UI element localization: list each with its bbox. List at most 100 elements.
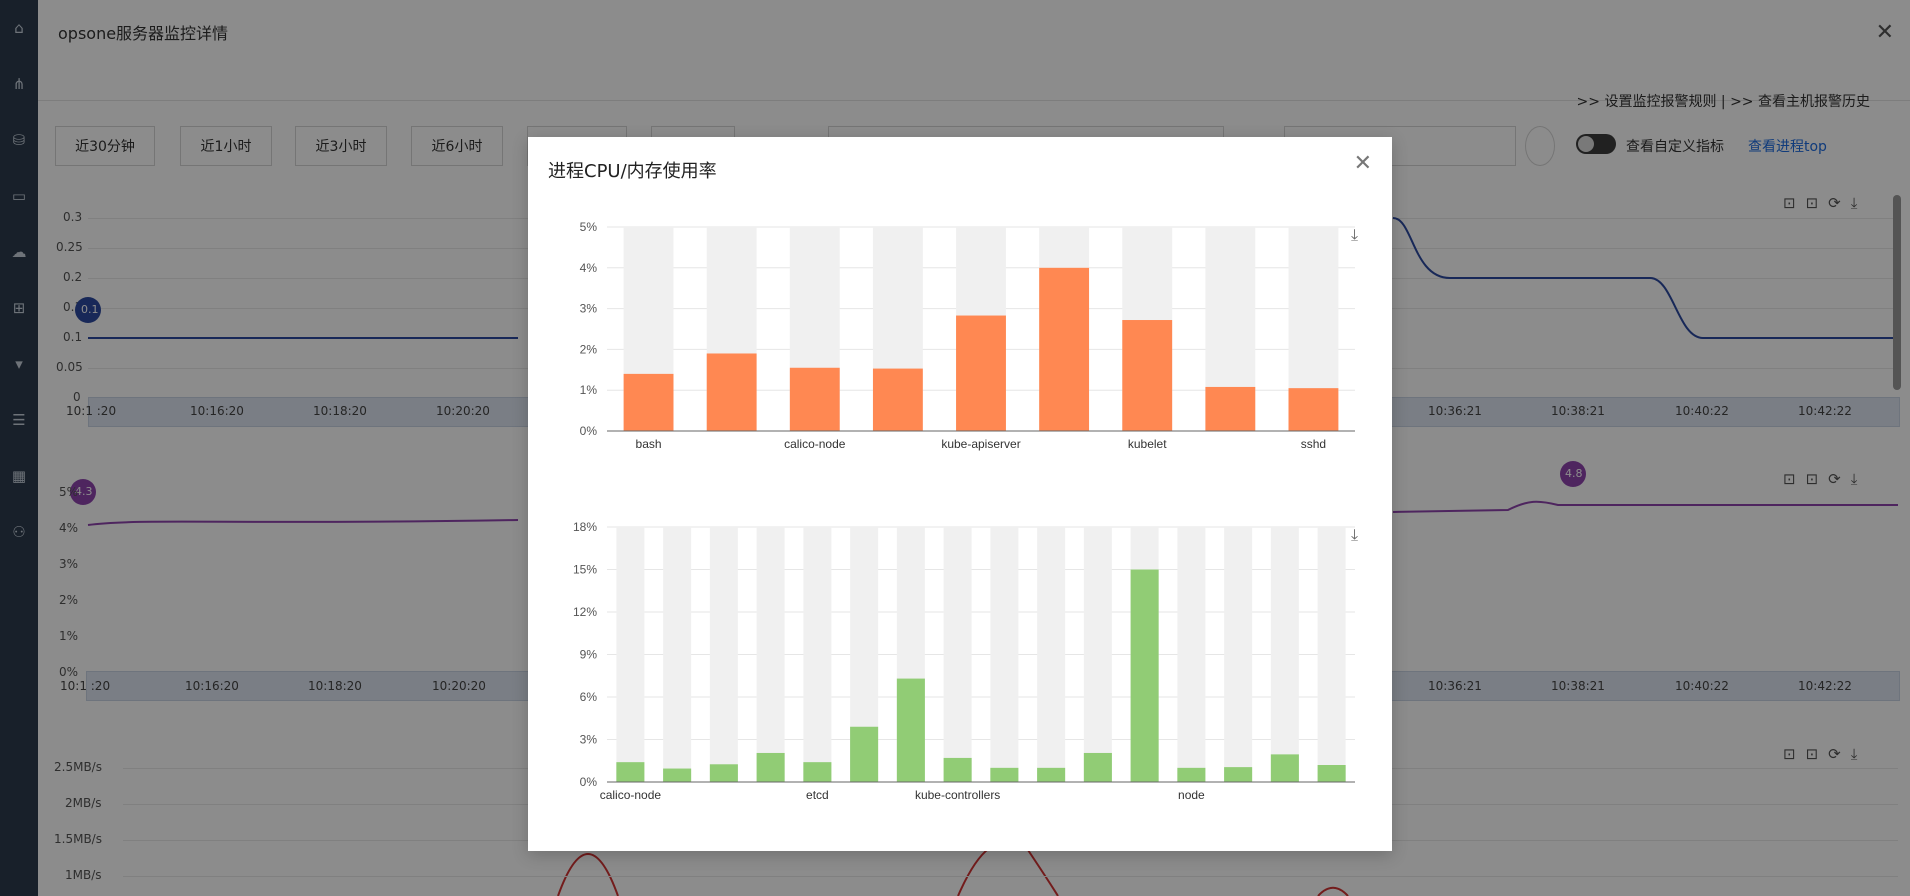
edit-icon[interactable] [1525, 126, 1555, 166]
mem-bar [1177, 767, 1206, 782]
chart3-ytick: 1MB/s [65, 868, 102, 882]
cpu-bar [623, 373, 674, 431]
page-close-icon[interactable]: ✕ [1875, 20, 1894, 45]
chart3-line-c [1317, 886, 1349, 896]
monitor-icon[interactable]: ▭ [11, 187, 27, 205]
chart3-line-a [557, 853, 619, 896]
mem-bar [709, 764, 738, 782]
cpu-xtick: bash [636, 437, 662, 451]
mem-bar [1130, 569, 1159, 782]
process-top-link[interactable]: 查看进程top [1748, 139, 1827, 155]
mem-bar [990, 767, 1019, 782]
mem-bar [1083, 752, 1112, 782]
windows-icon[interactable]: ⊞ [12, 299, 26, 317]
cpu-bar [872, 368, 923, 431]
chart2-marker-b [1560, 461, 1586, 487]
toggle-label: 查看自定义指标 [1626, 139, 1724, 155]
close-icon[interactable]: ✕ [1353, 151, 1372, 176]
sitemap-icon[interactable]: ⋔ [12, 75, 26, 93]
custom-metric-toggle[interactable] [1576, 134, 1616, 154]
chart2-marker-a [70, 479, 96, 505]
alarm-links[interactable]: >> 设置监控报警规则 | >> 查看主机报警历史 [1576, 94, 1870, 110]
time-btn-3h[interactable]: 近3小时 [295, 126, 387, 166]
cloud-icon[interactable]: ☁ [11, 243, 27, 261]
chart2-ytick: 2% [59, 593, 79, 607]
mem-bar [1270, 754, 1299, 782]
chart2-ytick: 5% [59, 485, 79, 499]
mem-bar-background [803, 527, 832, 782]
page-scrollbar[interactable] [1893, 195, 1901, 390]
chart1-xtick: 10:42:22 [1798, 404, 1852, 418]
cpu-xtick: kubelet [1128, 437, 1167, 451]
cpu-ytick: 3% [580, 302, 598, 316]
mem-bar [663, 768, 692, 782]
left-sidebar: ⌂ ⋔ ⛁ ▭ ☁ ⊞ ▾ ☰ ▦ ⚇ [0, 0, 38, 896]
mem-bar [943, 757, 972, 782]
database-icon[interactable]: ⛁ [12, 131, 26, 149]
mem-bar-background [709, 527, 738, 782]
chart1-xtick: 10:18:20 [313, 404, 367, 418]
mem-bar-background [1037, 527, 1066, 782]
mem-ytick: 6% [580, 690, 598, 704]
cpu-ytick: 0% [580, 424, 598, 438]
chart3-ytick: 2.5MB/s [54, 760, 102, 774]
chart3-toolbox[interactable]: ⊡⊡⟳⤓ [1783, 745, 1868, 763]
chart1-ytick: 0.1 [63, 330, 83, 344]
download-icon[interactable]: ⤓ [1351, 525, 1359, 544]
cpu-ytick: 5% [580, 220, 598, 234]
download-icon[interactable]: ⤓ [1351, 225, 1359, 244]
chart2-xtick: 10:36:21 [1428, 679, 1482, 693]
chart2-xtick: 10:20:20 [432, 679, 486, 693]
process-usage-modal: 进程CPU/内存使用率 ✕ ⤓ 0% 1% 2% 3% 4% 5% bash calico-n… [528, 137, 1392, 851]
chart2-ytick: 1% [59, 629, 79, 643]
brush-icon[interactable]: ▾ [15, 355, 23, 373]
chart1-xtick: 10:20:20 [436, 404, 490, 418]
time-btn-1h[interactable]: 近1小时 [180, 126, 272, 166]
cpu-ytick: 1% [580, 383, 598, 397]
cpu-bar [1288, 388, 1339, 431]
cpu-xtick: calico-node [784, 437, 846, 451]
chart2-marker-label: 4.3 [75, 485, 93, 498]
mem-bar [803, 762, 832, 782]
chart2-ytick: 3% [59, 557, 79, 571]
chart2-xtick: 10:18:20 [308, 679, 362, 693]
mem-xtick: kube-controllers [915, 788, 1000, 802]
map-icon[interactable]: ▦ [11, 467, 27, 485]
cpu-bar [789, 367, 840, 431]
cpu-ytick: 4% [580, 261, 598, 275]
chart2-xtick: 10:1 :20 [60, 679, 111, 693]
chart1-toolbox[interactable]: ⊡⊡⟳⤓ [1783, 194, 1868, 212]
chart1-xtick: 10:40:22 [1675, 404, 1729, 418]
time-btn-6h[interactable]: 近6小时 [411, 126, 503, 166]
chart2-ytick: 0% [59, 665, 79, 679]
mem-xtick: etcd [806, 788, 829, 802]
user-icon[interactable]: ⚇ [12, 523, 26, 541]
mem-xtick: node [1178, 788, 1205, 802]
mem-xtick: calico-node [600, 788, 662, 802]
cpu-xtick: kube-apiserver [941, 437, 1020, 451]
chart2-xtick: 10:40:22 [1675, 679, 1729, 693]
chart2-marker-label: 4.8 [1565, 467, 1583, 480]
cpu-bar [706, 353, 757, 431]
mem-bar [1037, 767, 1066, 782]
page-title: opsone服务器监控详情 [58, 24, 229, 43]
time-btn-30min[interactable]: 近30分钟 [55, 126, 155, 166]
chart1-xtick: 10:36:21 [1428, 404, 1482, 418]
mem-bar [1317, 765, 1346, 782]
chart2-toolbox[interactable]: ⊡⊡⟳⤓ [1783, 470, 1868, 488]
chart3-ytick: 1.5MB/s [54, 832, 102, 846]
cpu-bar [1039, 267, 1090, 431]
chart1-ytick: 0 [73, 390, 81, 404]
mem-bar [616, 762, 645, 782]
mem-ytick: 12% [573, 605, 597, 619]
cpu-bar-chart: 0% 1% 2% 3% 4% 5% bash calico-node kube-apiserve… [580, 220, 1355, 451]
chart2-xtick: 10:16:20 [185, 679, 239, 693]
chart2-ytick: 4% [59, 521, 79, 535]
chart1-xtick: 10:16:20 [190, 404, 244, 418]
sliders-icon[interactable]: ☰ [12, 411, 26, 429]
cpu-bar [956, 315, 1006, 431]
chart1-ytick: 0.25 [56, 240, 83, 254]
home-icon[interactable]: ⌂ [14, 19, 24, 37]
mem-bar-background [756, 527, 785, 782]
mem-ytick: 18% [573, 520, 597, 534]
